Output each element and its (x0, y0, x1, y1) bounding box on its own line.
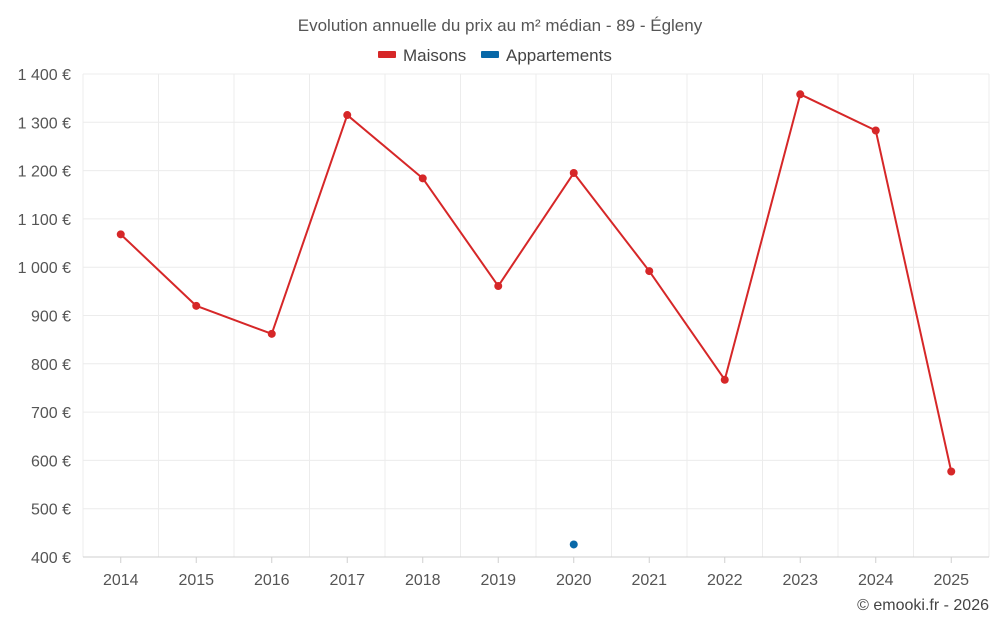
data-point (569, 540, 578, 549)
series-layer (116, 90, 956, 549)
y-tick-label: 900 € (31, 309, 71, 326)
data-point (871, 126, 880, 135)
x-tick-label: 2018 (405, 572, 441, 589)
grid (82, 73, 990, 557)
data-point (494, 282, 503, 291)
legend-item-0[interactable]: Maisons (378, 46, 466, 65)
x-tick-label: 2017 (329, 572, 365, 589)
data-point (720, 375, 729, 384)
data-point (343, 111, 352, 120)
x-tick-label: 2024 (858, 572, 894, 589)
legend-item-1[interactable]: Appartements (481, 46, 612, 65)
data-point (947, 467, 956, 476)
legend[interactable]: Maisons Appartements (378, 46, 612, 65)
data-point (418, 174, 427, 183)
x-tick-label: 2016 (254, 572, 290, 589)
y-tick-label: 500 € (31, 502, 71, 519)
data-point (116, 230, 125, 239)
y-tick-label: 700 € (31, 405, 71, 422)
y-tick-label: 1 100 € (18, 212, 71, 229)
y-tick-label: 1 000 € (18, 260, 71, 277)
legend-label: Maisons (403, 46, 466, 65)
axes: 400 € 500 € 600 € 700 € 800 € 900 € 1 000 € 1 1… (18, 67, 989, 589)
x-tick-label: 2019 (480, 572, 516, 589)
data-point (267, 329, 276, 338)
x-tick-label: 2015 (178, 572, 214, 589)
x-tick-label: 2025 (933, 572, 969, 589)
y-tick-label: 600 € (31, 453, 71, 470)
x-tick-label: 2014 (103, 572, 139, 589)
series-line-0 (120, 93, 953, 472)
y-tick-label: 1 300 € (18, 115, 71, 132)
credit-text: © emooki.fr - 2026 (857, 597, 989, 614)
data-point (192, 301, 201, 310)
data-point (796, 90, 805, 99)
legend-swatch (378, 51, 396, 58)
legend-label: Appartements (506, 46, 612, 65)
legend-swatch (481, 51, 499, 58)
y-tick-label: 400 € (31, 550, 71, 567)
x-tick-label: 2022 (707, 572, 743, 589)
data-point (569, 169, 578, 178)
chart-title: Evolution annuelle du prix au m² médian … (298, 16, 703, 35)
x-tick-label: 2023 (782, 572, 818, 589)
x-tick-label: 2021 (631, 572, 667, 589)
y-tick-label: 1 400 € (18, 67, 71, 84)
data-point (645, 267, 654, 276)
y-tick-label: 800 € (31, 357, 71, 374)
y-tick-label: 1 200 € (18, 164, 71, 181)
x-tick-label: 2020 (556, 572, 592, 589)
